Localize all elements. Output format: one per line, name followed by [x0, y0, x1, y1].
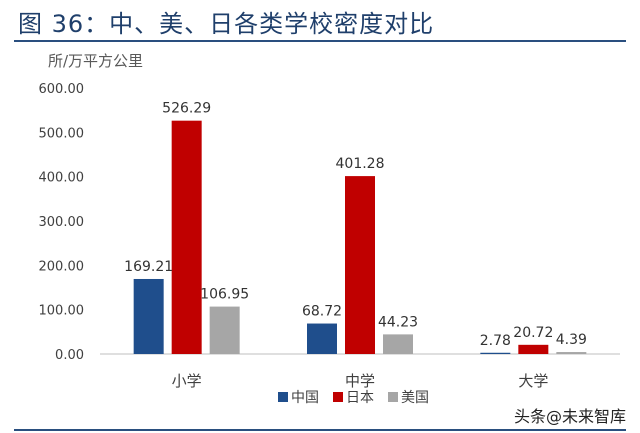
y-tick-label: 200.00: [39, 259, 85, 274]
bar: [518, 344, 549, 354]
legend: 中国 日本 美国: [278, 390, 429, 406]
bar: [307, 323, 337, 354]
data-label: 2.78: [480, 333, 511, 349]
watermark: 头条@未来智库: [513, 407, 626, 426]
y-tick-label: 400.00: [39, 171, 85, 186]
bars-group: [133, 120, 587, 354]
y-tick-label: 600.00: [39, 82, 85, 97]
bar: [383, 334, 413, 354]
y-axis-ticks: 0.00 100.00 200.00 300.00 400.00 500.00 600.00: [39, 82, 85, 363]
legend-swatch: [278, 392, 288, 402]
legend-label: 中国: [291, 390, 319, 406]
data-label: 44.23: [378, 314, 418, 330]
bottom-divider: [14, 429, 626, 431]
data-label: 401.28: [336, 156, 385, 172]
y-tick-label: 300.00: [39, 215, 85, 230]
bar: [133, 278, 164, 354]
y-tick-label: 500.00: [39, 126, 85, 141]
data-label: 20.72: [513, 325, 553, 341]
title-bar: 图 36：中、美、日各类学校密度对比: [0, 0, 640, 44]
page-title: 图 36：中、美、日各类学校密度对比: [18, 10, 435, 38]
legend-swatch: [333, 392, 343, 402]
bar: [171, 120, 202, 354]
y-tick-label: 0.00: [55, 348, 84, 363]
data-label: 526.29: [162, 101, 211, 117]
y-tick-label: 100.00: [39, 304, 85, 319]
bar-chart: 所/万平方公里 0.00 100.00 200.00 300.00 400.00 500.…: [39, 52, 620, 406]
x-axis-ticks: 小学 中学 大学: [172, 372, 549, 390]
bar: [209, 306, 240, 354]
x-tick-label: 小学: [172, 372, 202, 390]
data-label: 169.21: [124, 259, 173, 275]
data-label: 4.39: [556, 332, 587, 348]
bar: [345, 176, 375, 354]
legend-swatch: [388, 392, 398, 402]
bar: [480, 352, 511, 354]
x-tick-label: 中学: [345, 372, 375, 390]
y-axis-label: 所/万平方公里: [48, 52, 143, 70]
data-label: 68.72: [302, 304, 342, 320]
bar: [556, 352, 587, 354]
title-divider: [14, 40, 626, 42]
data-labels-group: 169.21 526.29 106.95 68.72 401.28 44.23 2.78 20…: [124, 101, 587, 349]
x-tick-label: 大学: [518, 372, 548, 390]
legend-label: 美国: [401, 390, 429, 406]
data-label: 106.95: [200, 287, 249, 303]
legend-label: 日本: [346, 390, 374, 406]
